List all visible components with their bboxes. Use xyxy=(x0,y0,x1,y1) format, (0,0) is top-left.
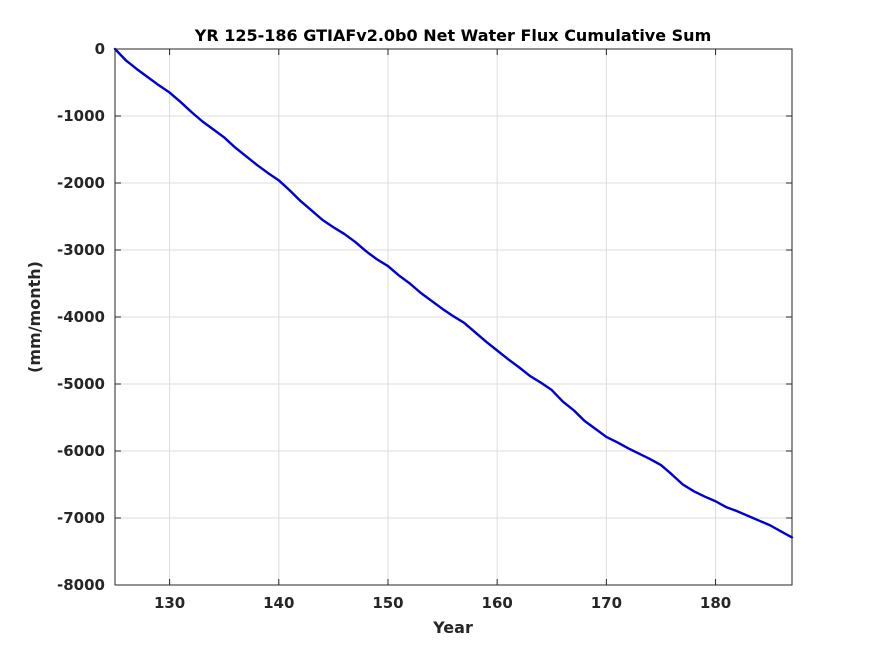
y-tick-label: -6000 xyxy=(57,442,105,460)
x-tick-labels: 130 140 150 160 170 180 xyxy=(154,594,731,612)
x-tick-label: 180 xyxy=(700,594,731,612)
cumulative-sum-line xyxy=(113,47,794,539)
y-tick-label: -4000 xyxy=(57,308,105,326)
y-tick-labels: 0 -1000 -2000 -3000 -4000 -5000 -6000 -7000 -800… xyxy=(57,40,105,594)
x-tick-label: 140 xyxy=(263,594,294,612)
x-tick-label: 170 xyxy=(591,594,622,612)
y-tick-label: -8000 xyxy=(57,576,105,594)
y-tick-label: 0 xyxy=(95,40,105,58)
y-axis-label: (mm/month) xyxy=(25,261,44,373)
x-axis-label: Year xyxy=(432,618,473,637)
y-tick-label: -3000 xyxy=(57,241,105,259)
x-tick-label: 130 xyxy=(154,594,185,612)
x-tick-label: 150 xyxy=(372,594,403,612)
tick-marks xyxy=(115,48,792,586)
chart-title: YR 125-186 GTIAFv2.0b0 Net Water Flux Cu… xyxy=(194,26,711,45)
y-tick-label: -1000 xyxy=(57,107,105,125)
y-tick-label: -7000 xyxy=(57,509,105,527)
y-tick-label: -2000 xyxy=(57,174,105,192)
x-tick-label: 160 xyxy=(482,594,513,612)
y-tick-label: -5000 xyxy=(57,375,105,393)
